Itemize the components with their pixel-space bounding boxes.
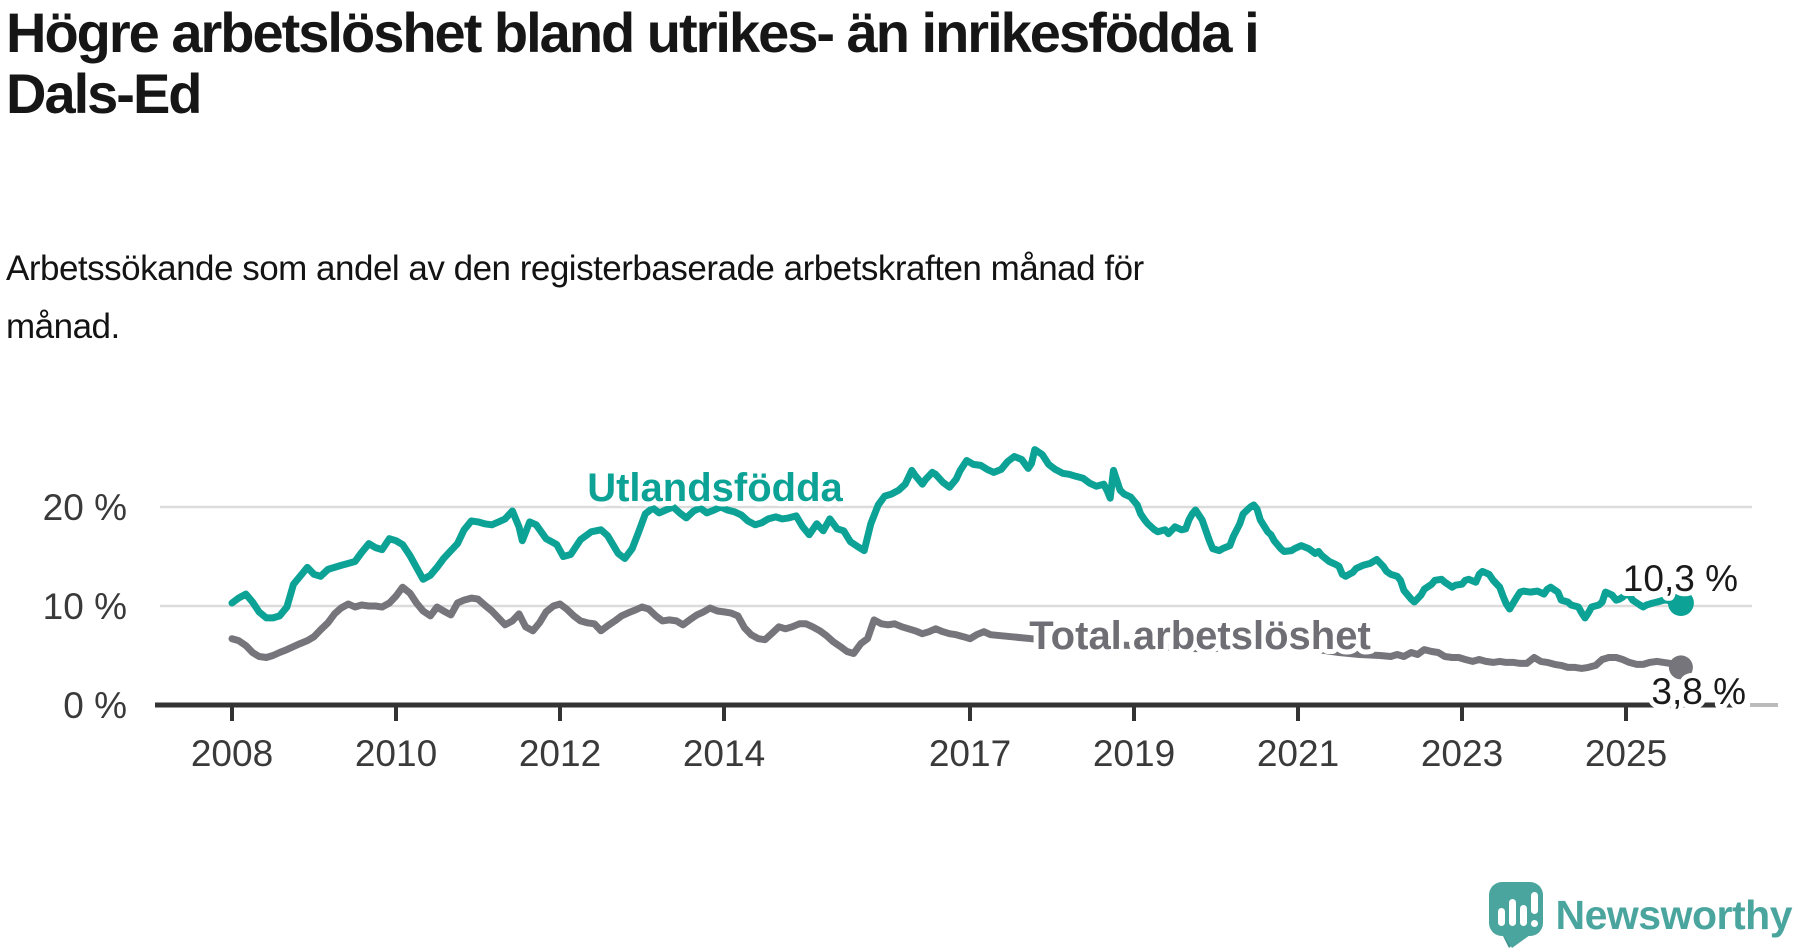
end-dot-utlandsfodda: [1667, 590, 1694, 616]
y-tick-labels: 0 % 10 % 20 %: [43, 487, 127, 726]
page-subtitle-line-1: Arbetssökande som andel av den registerb…: [6, 249, 1144, 288]
x-tick-label: 2021: [1257, 733, 1339, 774]
newsworthy-icon: [1488, 882, 1543, 948]
end-value-utlandsfodda: 10,3 %: [1623, 558, 1738, 599]
series-line-total: [228, 583, 1685, 672]
page-subtitle-line-2: månad.: [6, 307, 120, 346]
x-tick-label: 2023: [1421, 733, 1503, 774]
x-tick-label: 2014: [683, 733, 765, 774]
x-tick-label: 2025: [1585, 733, 1667, 774]
x-tick-label: 2012: [519, 733, 601, 774]
x-tick-label: 2019: [1093, 733, 1175, 774]
x-tick-label: 2010: [355, 733, 437, 774]
gridlines: [160, 505, 1752, 608]
end-dot-total: [1668, 655, 1693, 680]
series-label-total: Total arbetslöshet: [1029, 614, 1371, 658]
series-label-utlandsfodda: Utlandsfödda: [587, 466, 843, 510]
y-tick-label: 10 %: [43, 586, 127, 627]
page-title: Högre arbetslöshet bland utrikes- än inr…: [6, 2, 1506, 124]
end-value-total: 3,8 %: [1651, 671, 1746, 712]
x-ticks: 2008 2010 2012 2014 2017 2019 2021 2023 2025: [191, 707, 1667, 774]
y-tick-label: 20 %: [43, 487, 127, 528]
y-tick-label: 0 %: [63, 685, 127, 726]
page-title-line-2: Dals-Ed: [6, 62, 203, 125]
x-tick-label: 2017: [929, 733, 1011, 774]
newsworthy-logo[interactable]: Newsworthy: [1488, 882, 1793, 948]
series-line-utlandsfodda: [228, 446, 1685, 622]
page-title-line-1: Högre arbetslöshet bland utrikes- än inr…: [6, 1, 1260, 64]
x-tick-label: 2008: [191, 733, 273, 774]
newsworthy-wordmark: Newsworthy: [1555, 892, 1793, 938]
page-subtitle: Arbetssökande som andel av den registerb…: [6, 240, 1506, 356]
